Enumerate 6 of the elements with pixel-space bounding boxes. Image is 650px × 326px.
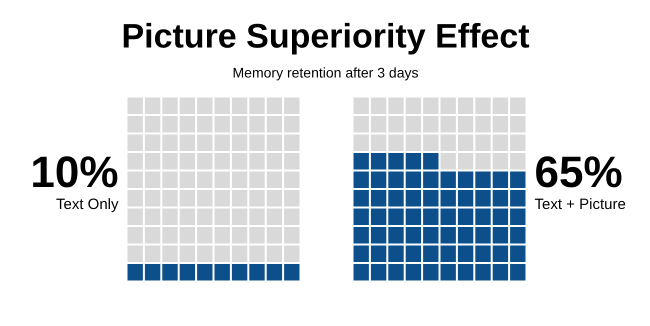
category-label: Text + Picture (534, 196, 626, 213)
category-label: Text Only (56, 196, 119, 213)
data-label: 65% (534, 148, 623, 197)
text: Memory retention after 3 days (232, 64, 418, 80)
text: Picture Superiority Effect (121, 18, 530, 56)
data-label: 10% (30, 148, 119, 197)
